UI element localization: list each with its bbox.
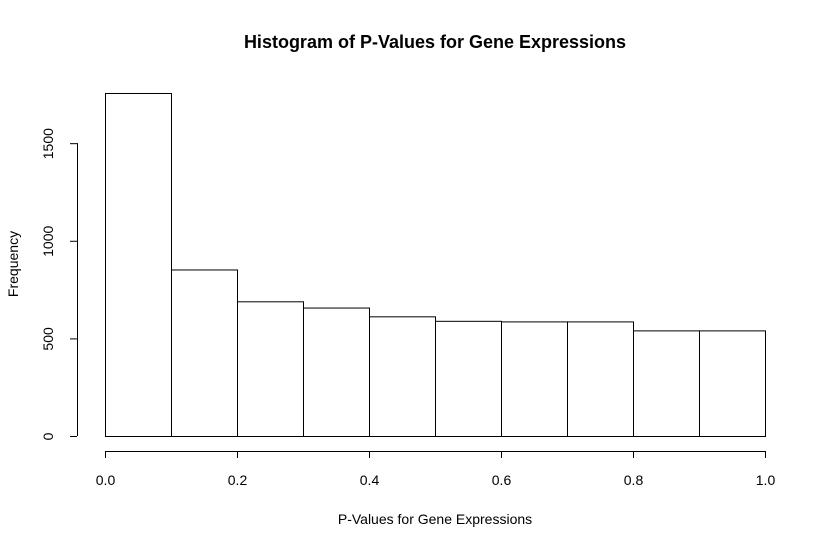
histogram-bar [237,301,304,437]
histogram-bar [567,321,634,437]
histogram-bar [633,330,700,437]
histogram-bar [105,93,172,437]
y-axis-label: Frequency [5,231,21,297]
chart-title: Histogram of P-Values for Gene Expressio… [244,32,626,52]
histogram-bar [303,307,370,437]
y-tick-label: 1000 [40,226,56,257]
bars-group [105,93,766,438]
x-tick-label: 0.2 [228,472,248,488]
x-axis-label: P-Values for Gene Expressions [338,511,532,527]
x-tick-label: 0.6 [492,472,512,488]
y-axis: 0 500 1000 1500 [40,128,78,440]
y-tick-label: 500 [40,327,56,351]
y-tick-label: 1500 [40,128,56,159]
x-tick-label: 1.0 [756,472,776,488]
x-tick-label: 0.8 [624,472,644,488]
x-tick-label: 0.4 [360,472,380,488]
x-tick-label: 0.0 [96,472,116,488]
x-axis: 0.0 0.2 0.4 0.6 0.8 1.0 [96,451,776,488]
histogram-bar [699,330,766,437]
histogram-bar [435,320,502,437]
histogram-bar [171,269,238,437]
histogram-bar [369,316,436,438]
y-tick-label: 0 [40,432,56,440]
histogram-bar [501,321,568,437]
